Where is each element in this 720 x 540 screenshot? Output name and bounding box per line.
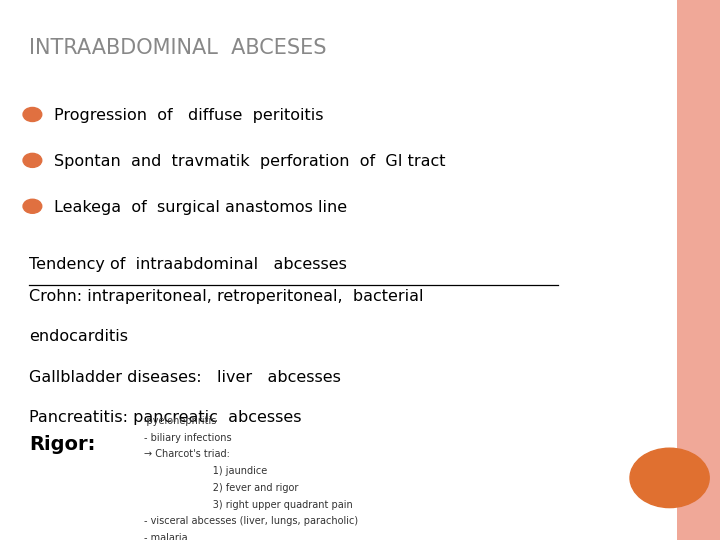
Text: 2) fever and rigor: 2) fever and rigor (144, 483, 298, 493)
Text: INTRAABDOMINAL  ABCESES: INTRAABDOMINAL ABCESES (29, 38, 326, 58)
Text: Spontan  and  travmatik  perforation  of  GI tract: Spontan and travmatik perforation of GI … (54, 154, 446, 169)
Circle shape (23, 153, 42, 167)
Text: endocarditis: endocarditis (29, 329, 128, 345)
Circle shape (630, 448, 709, 508)
Text: 1) jaundice: 1) jaundice (144, 466, 267, 476)
Text: Pancreatitis: pancreatic  abcesses: Pancreatitis: pancreatic abcesses (29, 410, 301, 426)
Text: 3) right upper quadrant pain: 3) right upper quadrant pain (144, 500, 353, 510)
Text: Tendency of  intraabdominal   abcesses: Tendency of intraabdominal abcesses (29, 256, 346, 272)
FancyBboxPatch shape (0, 0, 677, 540)
Text: Progression  of   diffuse  peritoitis: Progression of diffuse peritoitis (54, 108, 323, 123)
Circle shape (23, 107, 42, 122)
Text: → Charcot's triad:: → Charcot's triad: (144, 449, 230, 460)
Text: Gallbladder diseases:   liver   abcesses: Gallbladder diseases: liver abcesses (29, 370, 341, 385)
Text: -pyelonephritis: -pyelonephritis (144, 416, 217, 426)
Text: - visceral abcesses (liver, lungs, paracholic): - visceral abcesses (liver, lungs, parac… (144, 516, 358, 526)
Text: Leakega  of  surgical anastomos line: Leakega of surgical anastomos line (54, 200, 347, 215)
Text: Crohn: intraperitoneal, retroperitoneal,  bacterial: Crohn: intraperitoneal, retroperitoneal,… (29, 289, 423, 304)
Circle shape (23, 199, 42, 213)
Text: - biliary infections: - biliary infections (144, 433, 232, 443)
Text: - malaria: - malaria (144, 533, 188, 540)
Text: Rigor:: Rigor: (29, 435, 95, 454)
